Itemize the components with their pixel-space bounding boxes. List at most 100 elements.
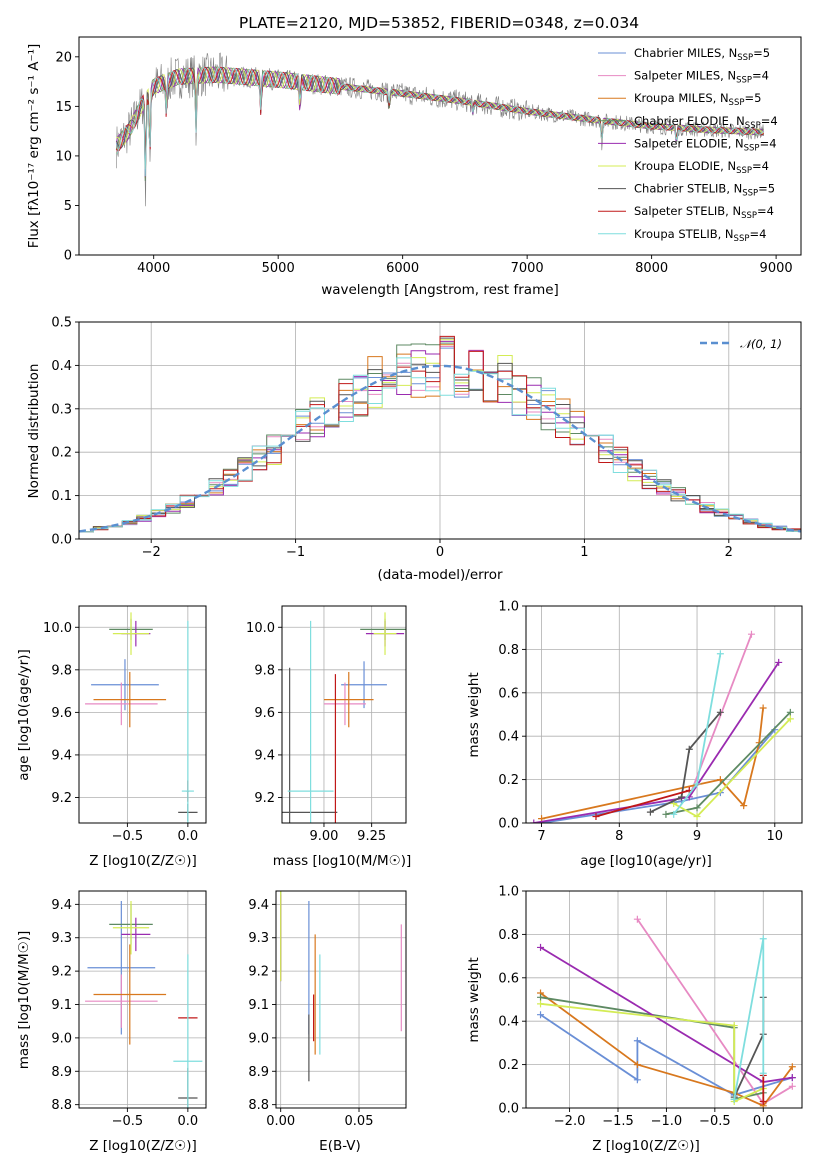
age-vs-Z-x-tick-label: 0.0 (178, 829, 199, 844)
massweight-vs-age-y-tick-label: 1.0 (498, 600, 519, 615)
age-vs-Z-x-tick-label: −0.5 (112, 829, 144, 844)
legend-label-chabrier-stelib: Chabrier STELIB, NSSP=5 (634, 182, 775, 199)
mass-vs-EBV-plot-area (280, 891, 402, 1082)
massweight-vs-age-marker-chabrier-stelib (685, 745, 693, 753)
legend-label-kroupa-miles: Kroupa MILES, NSSP=5 (634, 91, 761, 108)
massweight-vs-Z-marker-salpeter-miles (633, 915, 641, 923)
massweight-vs-Z-y-tick-label: 0.2 (498, 1058, 519, 1073)
age-vs-Z-y-tick-label: 9.4 (51, 748, 72, 763)
mass-weight-vs-metallicity-panel: −2.0 −1.5 −1.0 −0.5 0.0 0.0 0.2 0.4 0.6 0.8 1.0 Z … (466, 885, 803, 1154)
age-vs-mass-x-tick-label: 9.25 (357, 829, 386, 844)
spectrum-y-tick-label: 0 (64, 249, 72, 264)
age-vs-Z-y-tick-label: 9.6 (51, 706, 72, 721)
massweight-vs-age-y-tick-label: 0.2 (498, 773, 519, 788)
legend-label-chabrier-elodie: Chabrier ELODIE, NSSP=4 (634, 114, 778, 131)
spectrum-x-tick-label: 6000 (386, 261, 419, 276)
mass-vs-EBV-y-tick-label: 9.3 (248, 931, 269, 946)
massweight-vs-Z-marker-chabrier-elodie (537, 993, 545, 1001)
massweight-vs-age-x-tick-label: 7 (537, 829, 545, 844)
massweight-vs-age-marker-kroupa-stelib (693, 780, 701, 788)
mass-vs-Z-y-tick-label: 9.0 (51, 1031, 72, 1046)
age-vs-mass-y-tick-label: 9.6 (254, 706, 275, 721)
massweight-vs-Z-marker-salpeter-miles (788, 1082, 796, 1090)
massweight-vs-age-marker-chabrier-elodie (786, 708, 794, 716)
massweight-vs-Z-marker-kroupa-stelib (730, 1095, 738, 1103)
chart-title: PLATE=2120, MJD=53852, FIBERID=0348, z=0… (239, 14, 639, 32)
massweight-vs-Z-x-tick-label: −1.0 (651, 1114, 683, 1129)
mass-vs-EBV-x-tick-label: 0.00 (266, 1114, 295, 1129)
mass-vs-Z-y-tick-label: 9.4 (51, 898, 72, 913)
massweight-vs-Z-marker-kroupa-stelib (759, 1069, 767, 1077)
spectrum-x-tick-label: 7000 (511, 261, 544, 276)
mass-vs-Z-frame (78, 890, 207, 1109)
massweight-vs-age-x-tick-label: 8 (615, 829, 623, 844)
mass-vs-EBV-y-tick-label: 9.1 (248, 998, 269, 1013)
legend-label-salpeter-stelib: Salpeter STELIB, NSSP=4 (634, 204, 774, 221)
massweight-vs-age-marker-kroupa-elodie (786, 715, 794, 723)
residuals-x-axis-label: (data-model)/error (377, 567, 503, 583)
age-vs-mass-panel: 9.00 9.25 9.2 9.4 9.6 9.8 10.0 mass [log10(M/M… (246, 605, 411, 869)
massweight-vs-Z-x-tick-label: −1.5 (602, 1114, 634, 1129)
massweight-vs-Z-marker-kroupa-miles (788, 1063, 796, 1071)
massweight-vs-age-marker-kroupa-stelib (716, 650, 724, 658)
spectrum-model-kroupa-stelib (115, 66, 765, 177)
massweight-vs-age-marker-salpeter-elodie (530, 819, 538, 823)
massweight-vs-age-marker-kroupa-stelib (670, 810, 678, 818)
mass-vs-EBV-x-tick-label: 0.05 (345, 1114, 374, 1129)
age-vs-mass-y-tick-label: 9.8 (254, 663, 275, 678)
mass-vs-Z-plot-area (85, 901, 203, 1108)
massweight-vs-age-marker-salpeter-stelib (592, 812, 600, 820)
massweight-vs-Z-marker-chabrier-miles (633, 1076, 641, 1084)
massweight-vs-Z-marker-kroupa-elodie (537, 1000, 545, 1008)
residuals-y-tick-label: 0.5 (51, 316, 72, 331)
spectrum-y-tick-label: 10 (55, 149, 72, 164)
mass-weight-vs-metallicity-x-axis-label: Z [log10(Z/Z☉)] (592, 1138, 700, 1154)
age-vs-mass-frame (281, 605, 407, 824)
spectrum-model-salpeter-stelib (115, 66, 765, 169)
spectrum-model-chabrier-elodie (115, 66, 764, 182)
mass-weight-vs-age-y-axis-label: mass weight (466, 672, 482, 757)
massweight-vs-age-x-tick-label: 9 (693, 829, 701, 844)
residuals-y-tick-label: 0.4 (51, 359, 72, 374)
mass-vs-EBV-y-tick-label: 8.9 (248, 1065, 269, 1080)
mass-weight-vs-age-panel: 7 8 9 10 0.0 0.2 0.4 0.6 0.8 1.0 age [log10(age/y… (466, 600, 803, 869)
age-vs-metallicity-x-axis-label: Z [log10(Z/Z☉)] (89, 853, 197, 869)
spectrum-legend: Chabrier MILES, NSSP=5 Salpeter MILES, NS… (598, 46, 778, 244)
mass-vs-EBV-y-tick-label: 9.0 (248, 1031, 269, 1046)
massweight-vs-Z-marker-kroupa-elodie (730, 1022, 738, 1030)
spectrum-frame (78, 36, 802, 256)
mass-vs-Z-y-tick-label: 9.2 (51, 965, 72, 980)
massweight-vs-Z-x-tick-label: −0.5 (699, 1114, 731, 1129)
age-vs-Z-y-tick-label: 9.8 (51, 663, 72, 678)
age-vs-mass-y-tick-label: 9.2 (254, 791, 275, 806)
residuals-x-tick-label: −2 (142, 545, 161, 560)
massweight-vs-age-marker-chabrier-stelib (677, 793, 685, 801)
spectrum-x-tick-label: 9000 (760, 261, 793, 276)
legend-label-kroupa-elodie: Kroupa ELODIE, NSSP=4 (634, 159, 769, 176)
mass-vs-reddening-panel: 0.00 0.05 8.8 8.9 9.0 9.1 9.2 9.3 9.4 E(B-V) (248, 890, 407, 1154)
massweight-vs-age-y-tick-label: 0.6 (498, 686, 519, 701)
age-vs-Z-y-tick-label: 9.2 (51, 791, 72, 806)
massweight-vs-Z-y-tick-label: 0.8 (498, 928, 519, 943)
massweight-vs-age-marker-chabrier-elodie (662, 810, 670, 818)
massweight-vs-Z-marker-salpeter-stelib (759, 1097, 767, 1105)
spectrum-x-tick-label: 8000 (635, 261, 668, 276)
legend-label-kroupa-stelib: Kroupa STELIB, NSSP=4 (634, 227, 766, 244)
age-vs-metallicity-y-axis-label: age [log10(age/yr)] (16, 649, 32, 781)
massweight-vs-Z-x-tick-label: 0.0 (753, 1114, 774, 1129)
massweight-vs-Z-y-tick-label: 0.0 (498, 1102, 519, 1117)
massweight-vs-age-marker-kroupa-elodie (693, 812, 701, 820)
mass-vs-EBV-y-tick-label: 8.8 (248, 1098, 269, 1113)
massweight-vs-age-marker-salpeter-elodie (775, 658, 783, 666)
age-vs-Z-plot-area (85, 612, 198, 823)
massweight-vs-age-x-tick-label: 10 (767, 829, 784, 844)
massweight-vs-age-y-tick-label: 0.4 (498, 730, 519, 745)
gaussian-reference-line (79, 364, 801, 533)
spectrum-y-tick-label: 20 (55, 50, 72, 65)
residuals-panel: −2 −1 0 1 2 0.0 0.1 0.2 0.3 0.4 0.5 𝒩(0, 1) (data-m… (26, 316, 802, 583)
spectrum-x-tick-label: 4000 (137, 261, 170, 276)
massweight-vs-Z-plot-area (537, 915, 796, 1108)
massweight-vs-age-frame (525, 605, 803, 824)
massweight-vs-age-marker-chabrier-elodie (693, 804, 701, 812)
